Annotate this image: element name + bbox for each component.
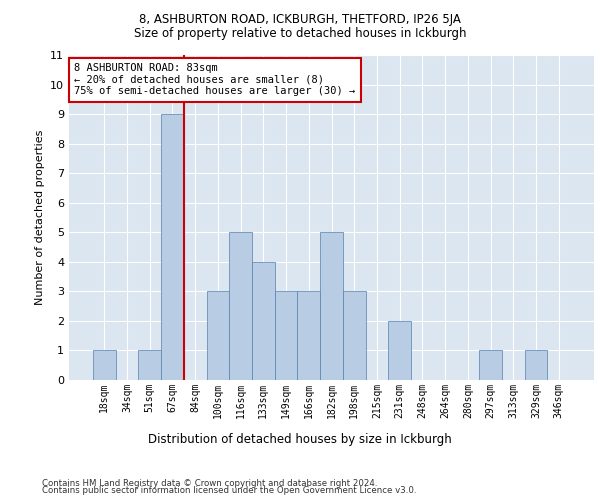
Bar — [298, 292, 320, 380]
Bar — [229, 232, 252, 380]
Text: 8, ASHBURTON ROAD, ICKBURGH, THETFORD, IP26 5JA: 8, ASHBURTON ROAD, ICKBURGH, THETFORD, I… — [139, 12, 461, 26]
Bar — [524, 350, 547, 380]
Bar — [139, 350, 161, 380]
Text: Contains public sector information licensed under the Open Government Licence v3: Contains public sector information licen… — [42, 486, 416, 495]
Bar — [275, 292, 298, 380]
Bar — [479, 350, 502, 380]
Text: Distribution of detached houses by size in Ickburgh: Distribution of detached houses by size … — [148, 432, 452, 446]
Text: Size of property relative to detached houses in Ickburgh: Size of property relative to detached ho… — [134, 28, 466, 40]
Bar — [343, 292, 365, 380]
Bar — [93, 350, 116, 380]
Bar — [320, 232, 343, 380]
Bar — [388, 321, 411, 380]
Bar — [161, 114, 184, 380]
Bar — [252, 262, 275, 380]
Y-axis label: Number of detached properties: Number of detached properties — [35, 130, 44, 305]
Bar — [206, 292, 229, 380]
Text: Contains HM Land Registry data © Crown copyright and database right 2024.: Contains HM Land Registry data © Crown c… — [42, 478, 377, 488]
Text: 8 ASHBURTON ROAD: 83sqm
← 20% of detached houses are smaller (8)
75% of semi-det: 8 ASHBURTON ROAD: 83sqm ← 20% of detache… — [74, 63, 355, 96]
